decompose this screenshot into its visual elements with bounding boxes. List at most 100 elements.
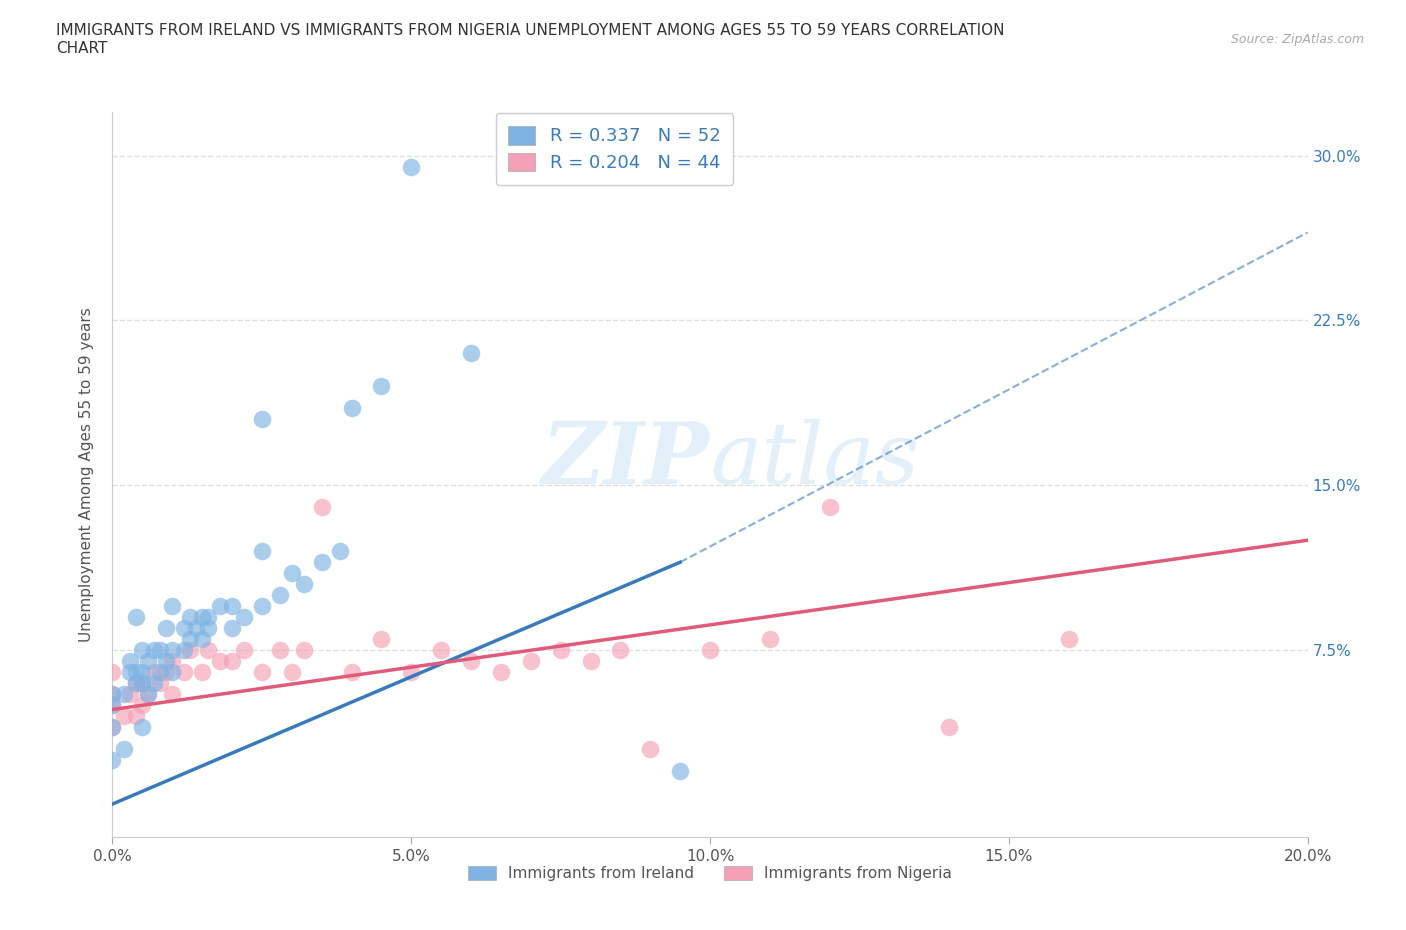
Point	[143, 665, 166, 680]
Point	[162, 686, 183, 701]
Point	[221, 599, 243, 614]
Point	[155, 654, 177, 669]
Point	[131, 676, 153, 691]
Point	[149, 676, 172, 691]
Point	[250, 412, 273, 427]
Point	[191, 665, 214, 680]
Point	[162, 599, 183, 614]
Point	[138, 654, 160, 669]
Point	[269, 643, 291, 658]
Point	[250, 665, 273, 680]
Point	[138, 686, 160, 701]
Point	[609, 643, 631, 658]
Point	[143, 643, 166, 658]
Point	[131, 720, 153, 735]
Point	[233, 643, 256, 658]
Point	[131, 698, 153, 712]
Text: IMMIGRANTS FROM IRELAND VS IMMIGRANTS FROM NIGERIA UNEMPLOYMENT AMONG AGES 55 TO: IMMIGRANTS FROM IRELAND VS IMMIGRANTS FR…	[56, 23, 1005, 56]
Point	[292, 577, 315, 591]
Point	[114, 741, 135, 756]
Point	[370, 631, 392, 646]
Point	[131, 643, 153, 658]
Point	[281, 565, 304, 580]
Point	[120, 665, 142, 680]
Point	[818, 499, 841, 514]
Point	[1057, 631, 1080, 646]
Point	[101, 686, 124, 701]
Point	[221, 654, 243, 669]
Point	[292, 643, 315, 658]
Point	[221, 620, 243, 635]
Point	[125, 676, 148, 691]
Point	[101, 665, 124, 680]
Point	[250, 599, 273, 614]
Text: ZIP: ZIP	[543, 418, 710, 501]
Point	[131, 676, 153, 691]
Point	[101, 720, 124, 735]
Point	[162, 654, 183, 669]
Point	[173, 620, 195, 635]
Point	[149, 643, 172, 658]
Point	[269, 588, 291, 603]
Point	[401, 159, 423, 174]
Point	[550, 643, 572, 658]
Point	[579, 654, 602, 669]
Point	[125, 709, 148, 724]
Point	[138, 686, 160, 701]
Point	[120, 686, 142, 701]
Point	[101, 686, 124, 701]
Point	[640, 741, 662, 756]
Point	[125, 610, 148, 625]
Point	[131, 665, 153, 680]
Point	[114, 686, 135, 701]
Point	[669, 764, 692, 778]
Point	[281, 665, 304, 680]
Point	[329, 544, 352, 559]
Point	[311, 555, 333, 570]
Point	[699, 643, 721, 658]
Point	[209, 654, 232, 669]
Point	[101, 698, 124, 712]
Text: Source: ZipAtlas.com: Source: ZipAtlas.com	[1230, 33, 1364, 46]
Point	[155, 620, 177, 635]
Point	[101, 752, 124, 767]
Point	[311, 499, 333, 514]
Point	[191, 610, 214, 625]
Point	[938, 720, 960, 735]
Point	[120, 654, 142, 669]
Point	[179, 631, 201, 646]
Point	[401, 665, 423, 680]
Point	[250, 544, 273, 559]
Point	[186, 620, 208, 635]
Point	[173, 665, 195, 680]
Point	[197, 643, 219, 658]
Point	[191, 631, 214, 646]
Point	[460, 654, 482, 669]
Point	[149, 665, 172, 680]
Point	[209, 599, 232, 614]
Point	[155, 665, 177, 680]
Point	[370, 379, 392, 393]
Text: atlas: atlas	[710, 418, 920, 501]
Point	[340, 665, 363, 680]
Point	[340, 401, 363, 416]
Point	[101, 698, 124, 712]
Point	[179, 643, 201, 658]
Point	[233, 610, 256, 625]
Point	[197, 610, 219, 625]
Y-axis label: Unemployment Among Ages 55 to 59 years: Unemployment Among Ages 55 to 59 years	[79, 307, 94, 642]
Point	[430, 643, 453, 658]
Point	[143, 676, 166, 691]
Point	[162, 643, 183, 658]
Point	[162, 665, 183, 680]
Point	[197, 620, 219, 635]
Point	[489, 665, 512, 680]
Point	[179, 610, 201, 625]
Point	[460, 346, 482, 361]
Point	[520, 654, 543, 669]
Point	[114, 709, 135, 724]
Point	[759, 631, 782, 646]
Point	[101, 720, 124, 735]
Point	[125, 665, 148, 680]
Point	[173, 643, 195, 658]
